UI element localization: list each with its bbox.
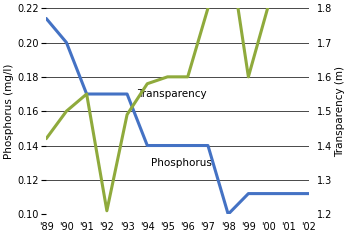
Y-axis label: Phosphorus (mg/l): Phosphorus (mg/l) bbox=[4, 63, 14, 159]
Text: Transparency: Transparency bbox=[137, 89, 207, 99]
Y-axis label: Transparency (m): Transparency (m) bbox=[335, 66, 345, 157]
Text: Phosphorus: Phosphorus bbox=[151, 158, 212, 168]
